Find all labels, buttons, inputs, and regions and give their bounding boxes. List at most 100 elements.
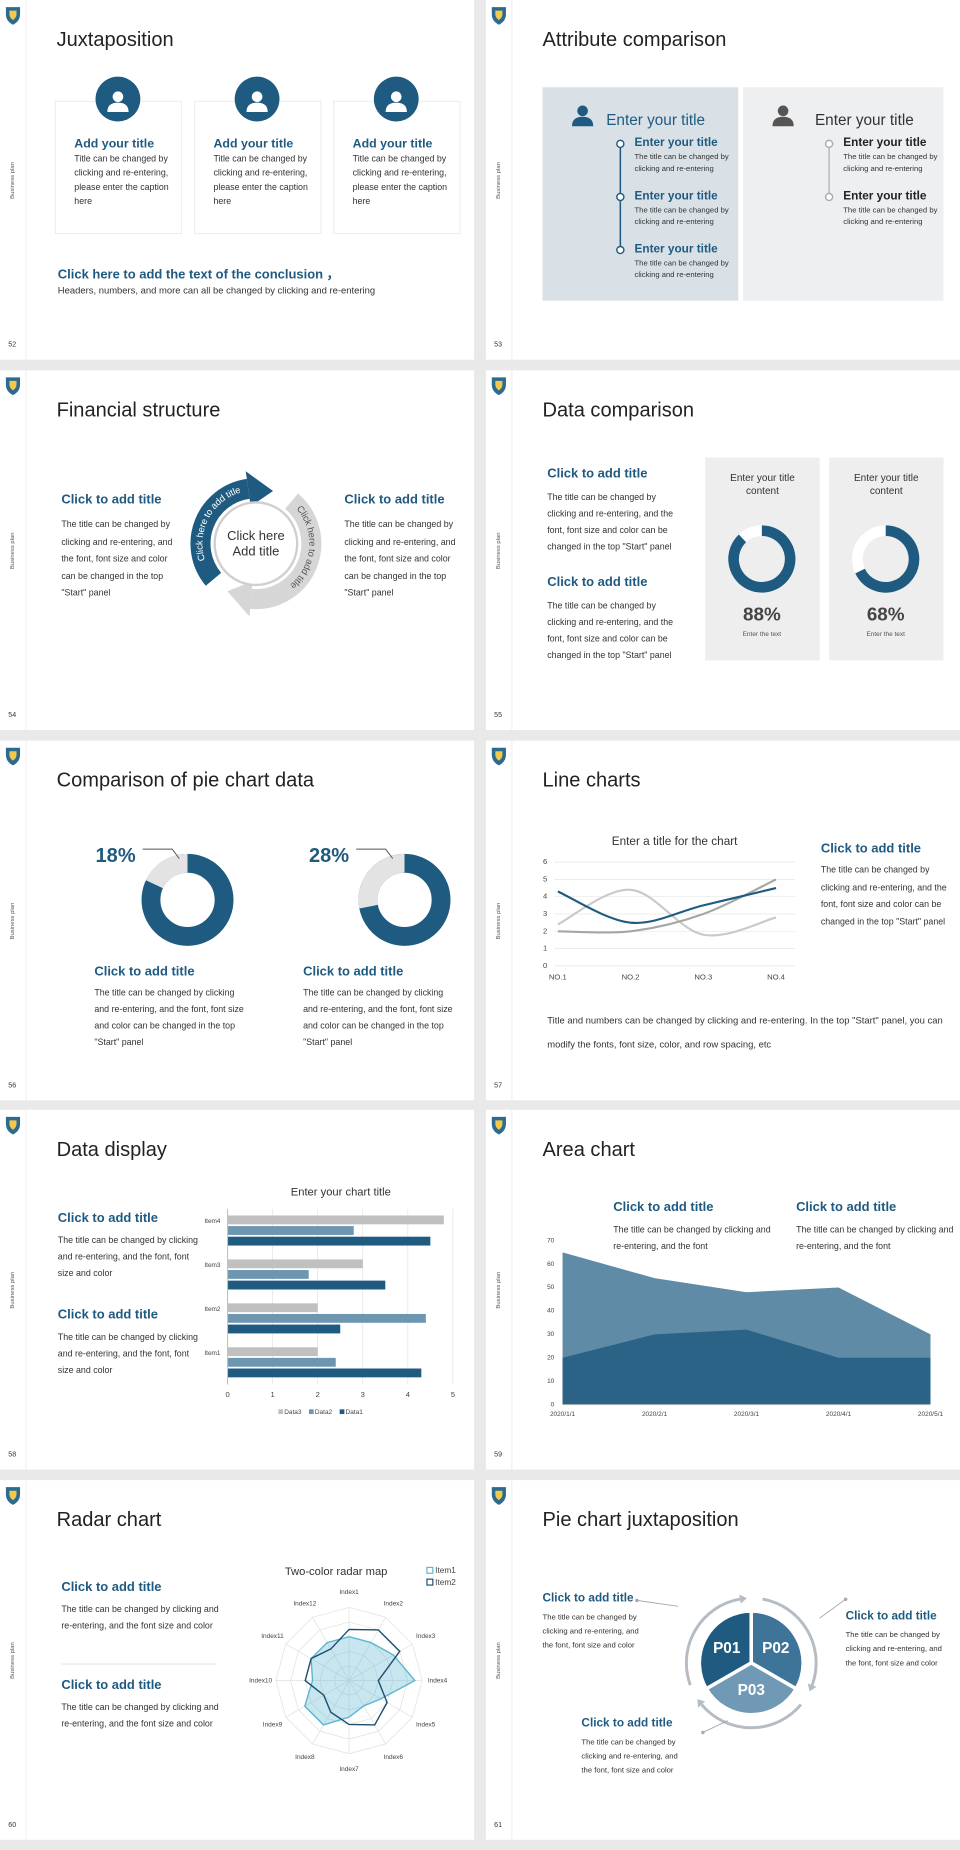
x-tick-label: NO.4 bbox=[767, 973, 786, 982]
center-circle bbox=[213, 501, 299, 587]
logo bbox=[9, 380, 17, 391]
axis-label: Index2 bbox=[384, 1601, 404, 1608]
slice-label: P03 bbox=[738, 1682, 765, 1699]
x-tick-label: 4 bbox=[406, 1390, 411, 1399]
donut-value bbox=[358, 853, 406, 909]
icon bbox=[777, 105, 789, 117]
text-block-title: Click to add title bbox=[796, 1200, 897, 1215]
conclusion-title: Click here to add the text of the conclu… bbox=[57, 267, 340, 282]
side-label: Business plan bbox=[495, 1271, 503, 1309]
slice-label: P02 bbox=[762, 1640, 789, 1657]
page-number: 52 bbox=[8, 342, 17, 350]
side-label: Business plan bbox=[9, 1271, 17, 1309]
panel-title: Enter your title bbox=[814, 110, 914, 129]
text-block-text: The title can be changed by clicking and… bbox=[94, 987, 244, 1048]
page-number: 53 bbox=[494, 342, 503, 350]
ring-arc bbox=[684, 1597, 741, 1686]
item-title: Enter your title bbox=[634, 242, 718, 256]
text-block-text: The title can be changed by clicking and… bbox=[303, 987, 453, 1048]
slide-title: Data display bbox=[56, 1138, 167, 1161]
text-block-title: Click to add title bbox=[547, 575, 648, 590]
y-tick-label: Item2 bbox=[204, 1306, 221, 1313]
slide-title: Line charts bbox=[542, 768, 641, 792]
value-label: 18% bbox=[95, 844, 136, 867]
arrow-head bbox=[227, 581, 253, 617]
ring-arrow bbox=[739, 1594, 747, 1604]
text-block-text: The title can be changed by clicking and… bbox=[61, 1701, 219, 1729]
axis-label: Index7 bbox=[339, 1766, 359, 1773]
y-tick-label: 30 bbox=[547, 1331, 555, 1338]
bar bbox=[227, 1259, 363, 1269]
value-label: 88% bbox=[743, 604, 781, 625]
chart-title: Enter your chart title bbox=[291, 1186, 391, 1198]
item-title: Enter your title bbox=[843, 189, 927, 203]
card bbox=[705, 457, 820, 661]
area bbox=[562, 1329, 931, 1405]
slide: Click here to add title Click here to add… bbox=[0, 370, 475, 731]
radar-spoke bbox=[285, 1643, 350, 1681]
right-block-title: Click to add title bbox=[344, 492, 445, 508]
side-label: Business plan bbox=[495, 902, 503, 940]
text-block-text: The title can be changed by clicking and… bbox=[61, 1603, 219, 1632]
text-block-title: Click to add title bbox=[61, 1580, 162, 1595]
leader-line bbox=[356, 848, 394, 859]
slide: Business plan 56 Comparison of pie chart d… bbox=[0, 740, 475, 1101]
axis-label: Index9 bbox=[263, 1722, 283, 1729]
timeline-dot bbox=[616, 192, 625, 202]
note: Title and numbers can be changed by clic… bbox=[547, 1015, 943, 1050]
bar bbox=[227, 1226, 354, 1235]
x-tick-label: 2 bbox=[316, 1390, 320, 1399]
y-tick-label: Item4 bbox=[204, 1218, 221, 1225]
logo bbox=[495, 10, 503, 21]
slide: P01 P02 P03 Business plan 61 Pie chart juxtap… bbox=[485, 1480, 960, 1840]
text-block-title: Click to add title bbox=[581, 1717, 673, 1731]
legend-label: Data3 bbox=[284, 1409, 302, 1416]
leader-dot bbox=[635, 1598, 639, 1603]
donut-value bbox=[855, 525, 920, 593]
text-block-text: The title can be changed by clicking and… bbox=[57, 1234, 198, 1279]
x-tick-label: 1 bbox=[271, 1390, 275, 1399]
line bbox=[557, 887, 777, 924]
y-tick-label: 20 bbox=[547, 1354, 555, 1361]
legend-label: Item2 bbox=[435, 1578, 456, 1587]
text-block-text: The title can be changed by clicking and… bbox=[57, 1331, 198, 1376]
logo bbox=[9, 751, 17, 761]
side-label: Business plan bbox=[495, 162, 503, 199]
text-block-text: The title can be changed by clicking and… bbox=[547, 600, 674, 661]
page-number: 57 bbox=[494, 1082, 503, 1090]
text-block-text: The title can be changed by clicking and… bbox=[581, 1738, 678, 1775]
logo bbox=[9, 1490, 17, 1501]
logo bbox=[9, 1120, 17, 1130]
side-block-title: Click to add title bbox=[820, 842, 922, 857]
card-title: Add your title bbox=[352, 136, 433, 151]
axis-label: Index10 bbox=[249, 1677, 272, 1684]
leader-dot bbox=[843, 1597, 848, 1601]
timeline-dot bbox=[616, 139, 625, 149]
radar-area bbox=[304, 1628, 401, 1726]
x-tick-label: 3 bbox=[361, 1390, 365, 1399]
text-block-title: Click to add title bbox=[845, 1609, 937, 1623]
ring-arrow bbox=[807, 1683, 817, 1692]
axis-label: Index1 bbox=[339, 1589, 359, 1596]
bar bbox=[227, 1215, 444, 1225]
y-tick-label: 5 bbox=[543, 874, 547, 883]
axis-label: Index12 bbox=[293, 1601, 316, 1608]
page-number: 56 bbox=[8, 1082, 17, 1090]
y-tick-label: 2 bbox=[543, 926, 547, 935]
side-label: Business plan bbox=[495, 532, 503, 570]
caption: Enter the text bbox=[866, 631, 905, 638]
card-text: Title can be changed by clicking and re-… bbox=[74, 153, 169, 207]
chart-title: Two-color radar map bbox=[285, 1566, 388, 1578]
axis-label: Index8 bbox=[295, 1754, 315, 1761]
center-text: Click here bbox=[227, 528, 285, 543]
slide: Two-color radar map Index1 Index2 Index3 Ind… bbox=[0, 1480, 475, 1840]
x-tick-label: NO.3 bbox=[694, 973, 712, 982]
slide: Enter your chart title 0 1 2 3 4 5 Item1 Item2 It… bbox=[0, 1109, 475, 1470]
bar bbox=[227, 1270, 309, 1279]
conclusion-text: Headers, numbers, and more can all be ch… bbox=[57, 285, 376, 297]
bar bbox=[227, 1368, 422, 1378]
item-text: The title can be changed by clicking and… bbox=[843, 153, 938, 174]
icon bbox=[390, 91, 402, 103]
leader-line bbox=[819, 1598, 846, 1619]
page-number: 54 bbox=[8, 712, 17, 720]
